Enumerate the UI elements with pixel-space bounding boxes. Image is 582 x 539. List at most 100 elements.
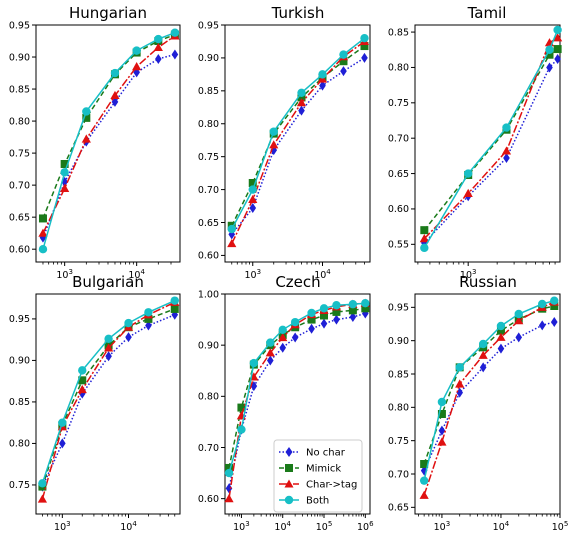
data-point-char-tag [81, 134, 91, 143]
series-char-tag [37, 297, 180, 503]
data-point-both [553, 25, 562, 35]
x-tick-label: 106 [357, 520, 374, 533]
y-tick-label: 0.60 [388, 204, 409, 215]
data-point-both [224, 468, 234, 478]
data-point-mimick [225, 463, 234, 472]
data-point-char-tag [296, 98, 307, 107]
data-point-both [318, 70, 327, 79]
data-point-mimick [170, 304, 179, 313]
y-tick-label: 0.85 [388, 27, 409, 38]
x-tick-label: 103 [233, 520, 250, 533]
panel-czech: Czech [275, 273, 320, 291]
x-tick-label: 104 [128, 268, 145, 281]
y-tick-label: 1.00 [198, 289, 219, 300]
data-point-char-tag [419, 234, 429, 243]
panel-tamil: Tamil [467, 4, 507, 22]
data-point-mimick [545, 50, 554, 59]
data-point-char-tag [224, 494, 234, 503]
data-point-both [538, 299, 547, 309]
y-tick-label: 0.75 [9, 148, 30, 159]
series-line-no-char [423, 58, 559, 244]
panel-title-turkish: Turkish [271, 4, 325, 22]
y-tick-label: 0.80 [9, 116, 30, 127]
data-point-both [361, 299, 370, 308]
series-both [420, 25, 562, 253]
data-point-char-tag [478, 350, 488, 359]
data-point-both [104, 334, 113, 344]
data-point-mimick [78, 376, 87, 385]
legend-entry-no-char: No char [279, 447, 346, 459]
x-tick-label: 104 [314, 268, 331, 281]
data-point-both [154, 34, 163, 44]
y-tick-label: 0.90 [388, 336, 409, 347]
data-point-mimick [332, 307, 341, 316]
data-point-both [332, 301, 341, 310]
data-point-both [144, 308, 153, 317]
data-point-both [82, 107, 91, 116]
data-point-mimick [496, 326, 505, 335]
series-line-mimick [423, 305, 555, 465]
legend-label-mimick: Mimick [306, 464, 341, 475]
series-char-tag [38, 31, 180, 237]
y-tick-label: 0.85 [388, 369, 409, 380]
panel-russian: Russian [459, 273, 517, 291]
series-line-char-tag [423, 37, 558, 240]
series-line-both [423, 299, 555, 481]
data-point-both [550, 296, 559, 305]
y-tick-label: 0.90 [198, 340, 219, 351]
data-point-no-char [320, 318, 328, 329]
series-no-char [39, 49, 179, 243]
data-point-char-tag [514, 316, 524, 325]
data-point-both [170, 296, 179, 305]
data-point-both [60, 168, 69, 177]
data-point-both [319, 304, 329, 313]
y-tick-label: 0.55 [388, 240, 409, 251]
data-point-both [297, 88, 306, 98]
y-tick-label: 0.70 [388, 133, 409, 144]
data-point-no-char [291, 332, 299, 343]
y-tick-label: 0.75 [198, 152, 219, 163]
data-point-both [266, 338, 275, 347]
y-tick-label: 0.60 [198, 251, 219, 262]
x-tick-label: 104 [120, 520, 137, 533]
legend-marker-both [284, 495, 294, 505]
data-point-no-char [497, 343, 505, 354]
data-point-no-char [340, 66, 347, 77]
y-tick-label: 0.70 [198, 185, 219, 196]
series-no-char [225, 308, 369, 494]
series-mimick [420, 45, 562, 235]
data-point-char-tag [553, 33, 563, 42]
data-point-mimick [248, 179, 257, 187]
data-point-both [420, 243, 429, 253]
y-tick-label: 0.65 [9, 212, 30, 223]
data-point-both [502, 123, 511, 132]
series-both [38, 296, 179, 488]
data-point-char-tag [248, 194, 258, 204]
y-tick-label: 0.95 [388, 303, 409, 314]
data-point-char-tag [60, 183, 70, 192]
data-point-mimick [361, 304, 370, 313]
data-point-mimick [437, 410, 446, 418]
series-no-char [420, 317, 558, 476]
panel-turkish: Turkish [271, 4, 325, 22]
y-tick-label: 0.80 [9, 439, 30, 450]
plot-hungarian: 0.60 0.65 0.70 0.75 0.80 0.85 0.90 0.95 103 104 [9, 20, 181, 281]
data-point-no-char [279, 342, 287, 353]
data-point-both [545, 45, 554, 54]
x-tick-label: 103 [434, 520, 451, 533]
data-point-mimick [38, 214, 47, 223]
data-point-both [437, 397, 447, 407]
panel-title-bulgarian: Bulgarian [72, 273, 144, 291]
data-point-both [38, 244, 48, 254]
series-char-tag [419, 297, 559, 499]
data-point-char-tag [455, 379, 465, 388]
x-tick-label: 105 [552, 520, 569, 533]
y-tick-label: 0.70 [198, 443, 219, 454]
data-point-mimick [237, 403, 246, 412]
plot-turkish: 0.60 0.65 0.70 0.75 0.80 0.85 0.90 0.95 103 104 [198, 20, 371, 281]
y-tick-label: 0.70 [9, 180, 30, 191]
data-point-no-char [145, 320, 152, 331]
y-tick-label: 0.85 [9, 397, 30, 408]
data-point-mimick [420, 226, 429, 235]
data-point-both [339, 50, 348, 59]
